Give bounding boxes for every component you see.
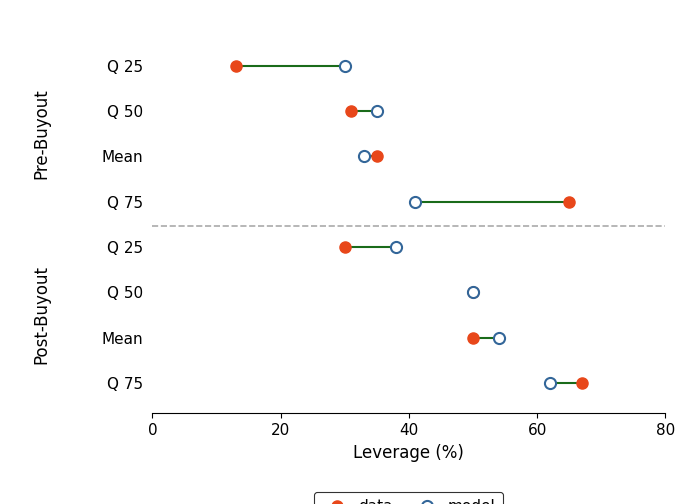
X-axis label: Leverage (%): Leverage (%) (353, 444, 464, 462)
Text: Post-Buyout: Post-Buyout (33, 266, 51, 364)
Legend: data, model: data, model (314, 492, 504, 504)
Text: Pre-Buyout: Pre-Buyout (33, 88, 51, 179)
